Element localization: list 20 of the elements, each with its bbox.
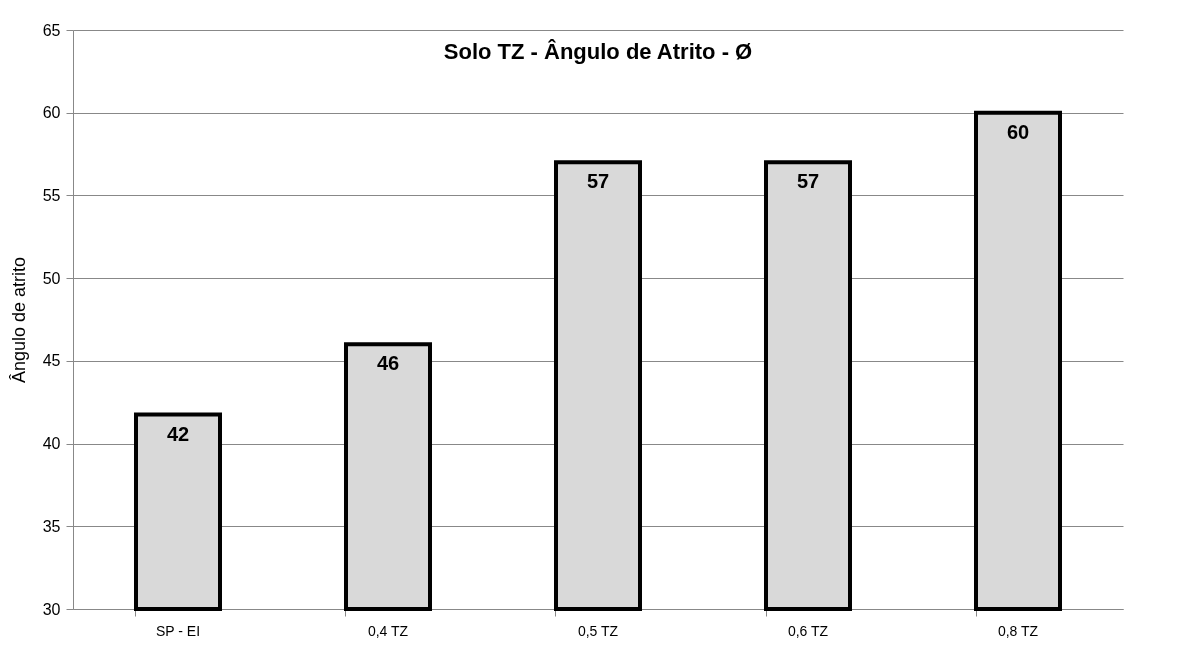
y-tick-label: 30 (42, 600, 61, 618)
data-label: 42 (166, 422, 190, 445)
x-tick-label: SP - EI (155, 622, 201, 639)
x-tick-label: 0,4 TZ (367, 622, 409, 639)
data-label: 57 (796, 170, 820, 193)
data-label: 46 (376, 352, 400, 375)
data-label: 60 (1006, 120, 1030, 143)
y-tick-label: 50 (42, 269, 61, 287)
x-tick-label: 0,8 TZ (997, 622, 1039, 639)
y-tick-label: 45 (42, 352, 61, 370)
chart-title: Solo TZ - Ângulo de Atrito - Ø (443, 39, 753, 64)
x-tick-label: 0,6 TZ (787, 622, 829, 639)
y-axis-title: Ângulo de atrito (8, 256, 29, 384)
y-tick-label: 40 (42, 435, 61, 453)
y-tick-label: 60 (42, 104, 61, 122)
y-tick-label: 35 (42, 517, 61, 535)
data-label: 57 (586, 170, 610, 193)
y-tick-label: 55 (42, 186, 61, 204)
y-tick-label: 65 (42, 21, 61, 39)
x-tick-label: 0,5 TZ (577, 622, 619, 639)
